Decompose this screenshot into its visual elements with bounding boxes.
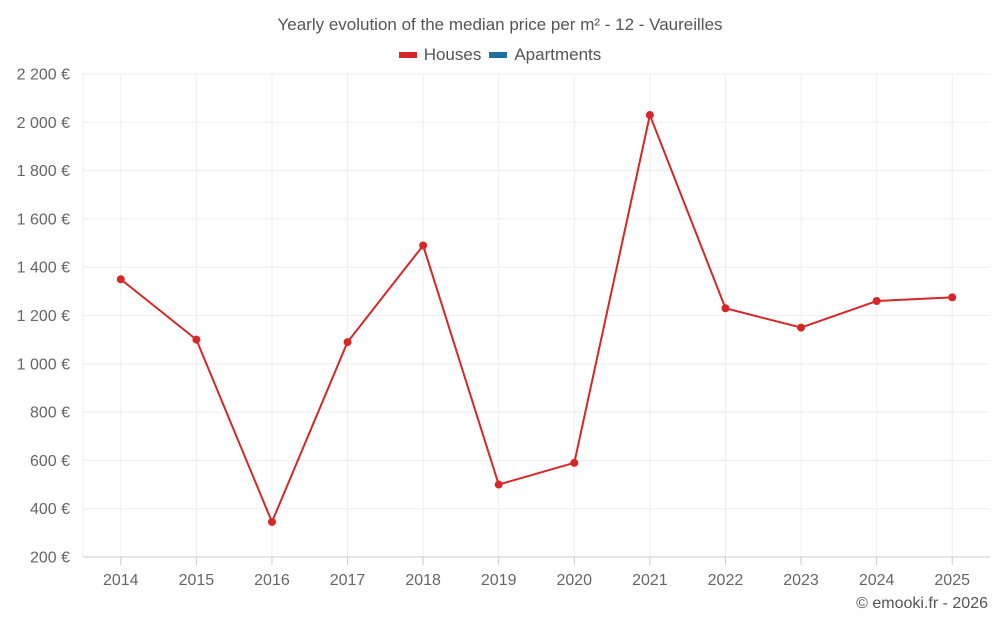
legend-swatch-houses [398, 52, 417, 58]
x-tick-label: 2020 [556, 572, 592, 589]
legend-item-houses[interactable]: Houses [398, 45, 482, 65]
legend: Houses Apartments [0, 45, 1000, 65]
x-tick-label: 2014 [103, 572, 139, 589]
y-tick-label: 600 € [30, 453, 70, 470]
x-tick-label: 2022 [708, 572, 744, 589]
x-tick-label: 2016 [254, 572, 290, 589]
x-tick-label: 2024 [859, 572, 895, 589]
x-tick-label: 2021 [632, 572, 668, 589]
legend-item-apartments[interactable]: Apartments [489, 45, 601, 65]
series-line-houses [120, 114, 953, 523]
y-tick-label: 2 200 € [17, 67, 70, 84]
data-point-2014 [116, 275, 125, 284]
data-point-2017 [343, 338, 352, 347]
data-point-2025 [948, 293, 957, 302]
y-tick-label: 800 € [30, 405, 70, 422]
data-point-2023 [797, 323, 806, 332]
data-point-2021 [645, 111, 654, 120]
x-tick-label: 2023 [783, 572, 819, 589]
y-tick-label: 2 000 € [17, 115, 70, 132]
data-point-2015 [192, 335, 201, 344]
y-tick-label: 1 200 € [17, 308, 70, 325]
y-tick-label: 1 800 € [17, 163, 70, 180]
data-point-2020 [570, 458, 579, 467]
y-tick-label: 200 € [30, 550, 70, 567]
x-tick-label: 2019 [481, 572, 517, 589]
legend-label-apartments: Apartments [514, 45, 602, 64]
x-tick-label: 2025 [934, 572, 970, 589]
x-tick-label: 2018 [405, 572, 441, 589]
y-tick-label: 1 400 € [17, 260, 70, 277]
data-point-2024 [872, 297, 881, 306]
data-point-2022 [721, 304, 730, 313]
credit-text: © emooki.fr - 2026 [856, 595, 988, 612]
y-tick-label: 400 € [30, 501, 70, 518]
data-point-2016 [267, 517, 276, 526]
legend-label-houses: Houses [423, 45, 482, 64]
chart-title: Yearly evolution of the median price per… [277, 15, 723, 34]
y-tick-label: 1 000 € [17, 356, 70, 373]
x-tick-label: 2017 [330, 572, 366, 589]
y-tick-label: 1 600 € [17, 211, 70, 228]
x-tick-label: 2015 [179, 572, 215, 589]
data-point-2018 [419, 241, 428, 250]
data-point-2019 [494, 480, 503, 489]
legend-swatch-apartments [489, 52, 508, 58]
